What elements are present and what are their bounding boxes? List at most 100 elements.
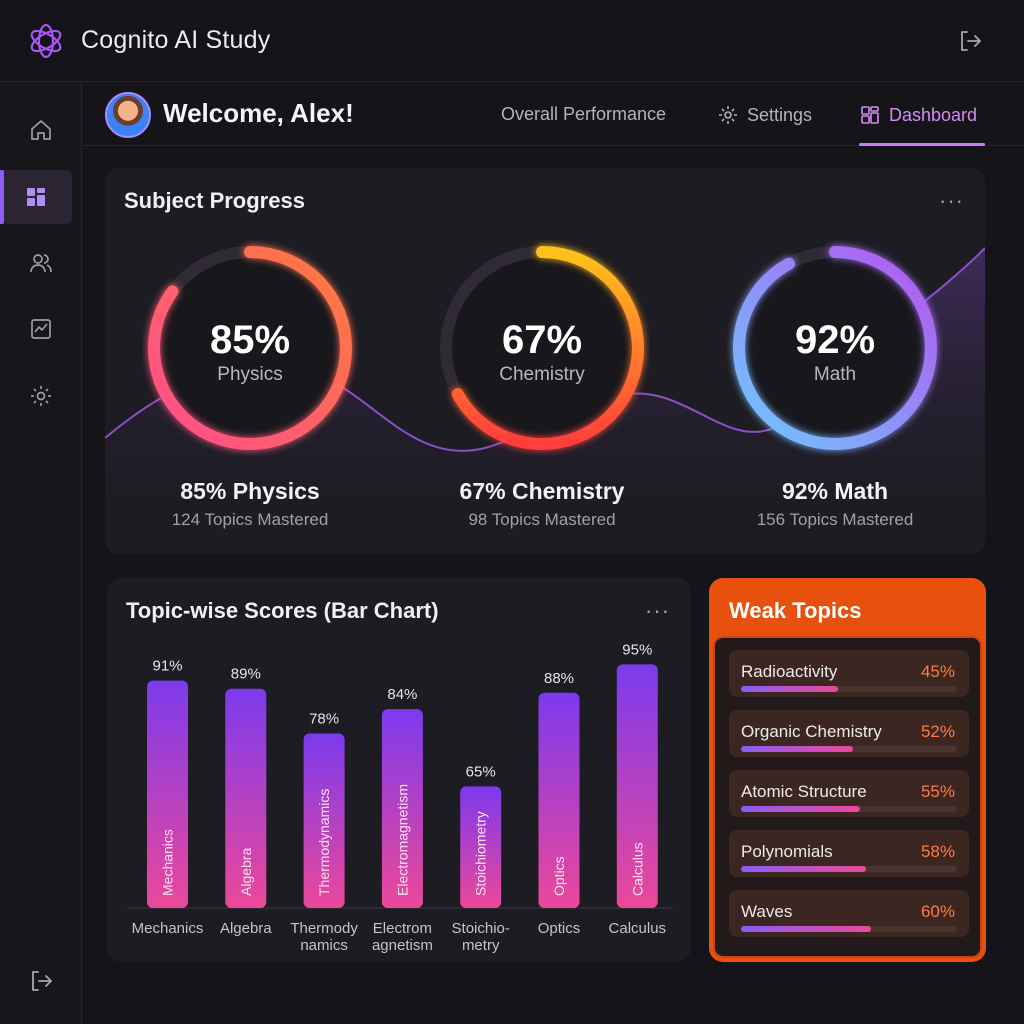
weak-topic-radioactivity[interactable]: Radioactivity 45%: [729, 650, 969, 697]
avatar[interactable]: [105, 92, 151, 138]
weak-topics-card: Weak Topics Radioactivity 45% Organic Ch…: [709, 578, 986, 962]
x-tick-label: agnetism: [372, 937, 433, 954]
math-ring: [733, 246, 937, 450]
chemistry-label: Chemistry: [499, 364, 585, 385]
chemistry-ring: [440, 246, 644, 450]
bar-inner-label: Calculus: [629, 842, 645, 896]
nav-dashboard-label: Dashboard: [889, 104, 978, 125]
bar-value-label: 91%: [152, 658, 182, 675]
physics-summary-title: 85% Physics: [180, 478, 320, 504]
x-tick-label: Stoichio-: [452, 920, 510, 937]
nav-dashboard[interactable]: Dashboard: [859, 104, 977, 126]
weak-topic-bar: [741, 806, 860, 812]
dashboard-grid-icon: [27, 188, 45, 206]
physics-percent: 85%: [209, 318, 291, 362]
gear-icon: [31, 386, 51, 406]
nav-overall-performance[interactable]: Overall Performance: [501, 104, 666, 125]
analytics-icon: [31, 319, 51, 339]
weak-topic-track: [741, 746, 957, 752]
math-summary-sub: 156 Topics Mastered: [756, 510, 914, 529]
sidebar-item-home[interactable]: [0, 103, 82, 157]
sidebar-item-settings[interactable]: [0, 369, 82, 423]
physics-ring: [148, 246, 352, 450]
bar-inner-label: Mechanics: [160, 829, 176, 896]
weak-topic-polynomials[interactable]: Polynomials 58%: [729, 830, 969, 877]
sidebar-item-users[interactable]: [0, 236, 82, 290]
bar-calculus[interactable]: [616, 664, 658, 908]
weak-topic-bar: [741, 686, 839, 692]
weak-topic-name: Radioactivity: [741, 662, 838, 681]
bar-value-label: 89%: [231, 666, 261, 683]
app-title: Cognito AI Study: [81, 26, 271, 54]
weak-topics-list: Radioactivity 45% Organic Chemistry 52% …: [713, 636, 982, 958]
weak-topics-title: Weak Topics: [729, 598, 862, 623]
bar-stoichiometry[interactable]: [460, 786, 502, 908]
sidebar-item-analytics[interactable]: [0, 302, 82, 356]
nav-settings-label: Settings: [747, 104, 813, 125]
weak-topic-value: 55%: [920, 782, 955, 801]
weak-topic-value: 58%: [920, 842, 955, 861]
progress-more-button[interactable]: ···: [939, 188, 964, 213]
sidebar-item-dashboard[interactable]: [0, 170, 72, 224]
weak-topic-track: [741, 866, 957, 872]
sidebar: [0, 82, 82, 1024]
bar-value-label: 65%: [466, 763, 496, 780]
chemistry-summary-sub: 98 Topics Mastered: [468, 510, 616, 529]
bar-value-label: 78%: [309, 710, 339, 727]
weak-topic-name: Waves: [741, 902, 793, 921]
x-tick-label: Thermody: [290, 920, 358, 937]
math-percent: 92%: [794, 318, 876, 362]
bar-algebra[interactable]: [225, 688, 267, 908]
x-tick-label: metry: [462, 937, 500, 954]
math-label: Math: [813, 364, 857, 385]
chemistry-gauge: 67% Chemistry: [434, 240, 650, 456]
x-tick-label: namics: [300, 937, 348, 954]
x-tick-label: Electrom: [373, 920, 432, 937]
weak-topic-atomic-structure[interactable]: Atomic Structure 55%: [729, 770, 969, 817]
nav-settings[interactable]: Settings: [717, 104, 812, 126]
weak-topic-track: [741, 926, 957, 932]
x-tick-label: Algebra: [220, 920, 272, 937]
bar-mechanics[interactable]: [147, 680, 188, 908]
weak-topic-value: 45%: [920, 662, 955, 681]
nav-active-underline: [859, 143, 985, 146]
sidebar-logout-icon[interactable]: [28, 968, 54, 994]
weak-topic-track: [741, 806, 957, 812]
home-icon: [31, 120, 51, 140]
weak-topic-waves[interactable]: Waves 60%: [729, 890, 969, 937]
weak-topic-organic-chemistry[interactable]: Organic Chemistry 52%: [729, 710, 969, 757]
physics-label: Physics: [217, 364, 283, 385]
header: Welcome, Alex! Overall Performance Setti…: [83, 82, 1024, 146]
dashboard-icon: [861, 106, 879, 124]
subject-progress-title: Subject Progress: [124, 188, 305, 213]
x-tick-label: Calculus: [609, 920, 667, 937]
bar-inner-label: Optics: [551, 856, 567, 896]
bar-value-label: 95%: [622, 641, 652, 658]
bar-value-label: 88%: [544, 670, 574, 687]
bar-inner-label: Algebra: [238, 848, 254, 896]
weak-topic-name: Polynomials: [741, 842, 833, 861]
bar-thermodynamics[interactable]: [303, 733, 345, 908]
math-summary-title: 92% Math: [781, 478, 889, 504]
bar-inner-label: Electromagnetism: [394, 784, 410, 896]
weak-topic-bar: [741, 866, 867, 872]
bar-optics[interactable]: [538, 692, 580, 908]
users-icon: [30, 254, 52, 273]
nav-overall-performance-label: Overall Performance: [501, 104, 667, 124]
topic-scores-card: Topic-wise Scores (Bar Chart) ··· 91% Mec…: [107, 578, 691, 962]
math-gauge: 92% Math: [727, 240, 943, 456]
x-tick-label: Mechanics: [132, 920, 204, 937]
physics-summary-sub: 124 Topics Mastered: [171, 510, 329, 529]
x-tick-label: Optics: [538, 920, 581, 937]
topic-scores-title: Topic-wise Scores (Bar Chart): [126, 598, 439, 623]
bar-electromagnetism[interactable]: [381, 709, 423, 908]
bar-inner-label: Thermodynamics: [316, 789, 332, 896]
chemistry-percent: 67%: [501, 318, 583, 362]
logout-icon[interactable]: [957, 28, 983, 54]
weak-topic-bar: [741, 926, 871, 932]
weak-topic-name: Atomic Structure: [741, 782, 867, 801]
welcome-title: Welcome, Alex!: [163, 98, 354, 128]
weak-topic-value: 52%: [920, 722, 955, 741]
chemistry-summary-title: 67% Chemistry: [459, 478, 625, 504]
weak-topic-value: 60%: [920, 902, 955, 921]
